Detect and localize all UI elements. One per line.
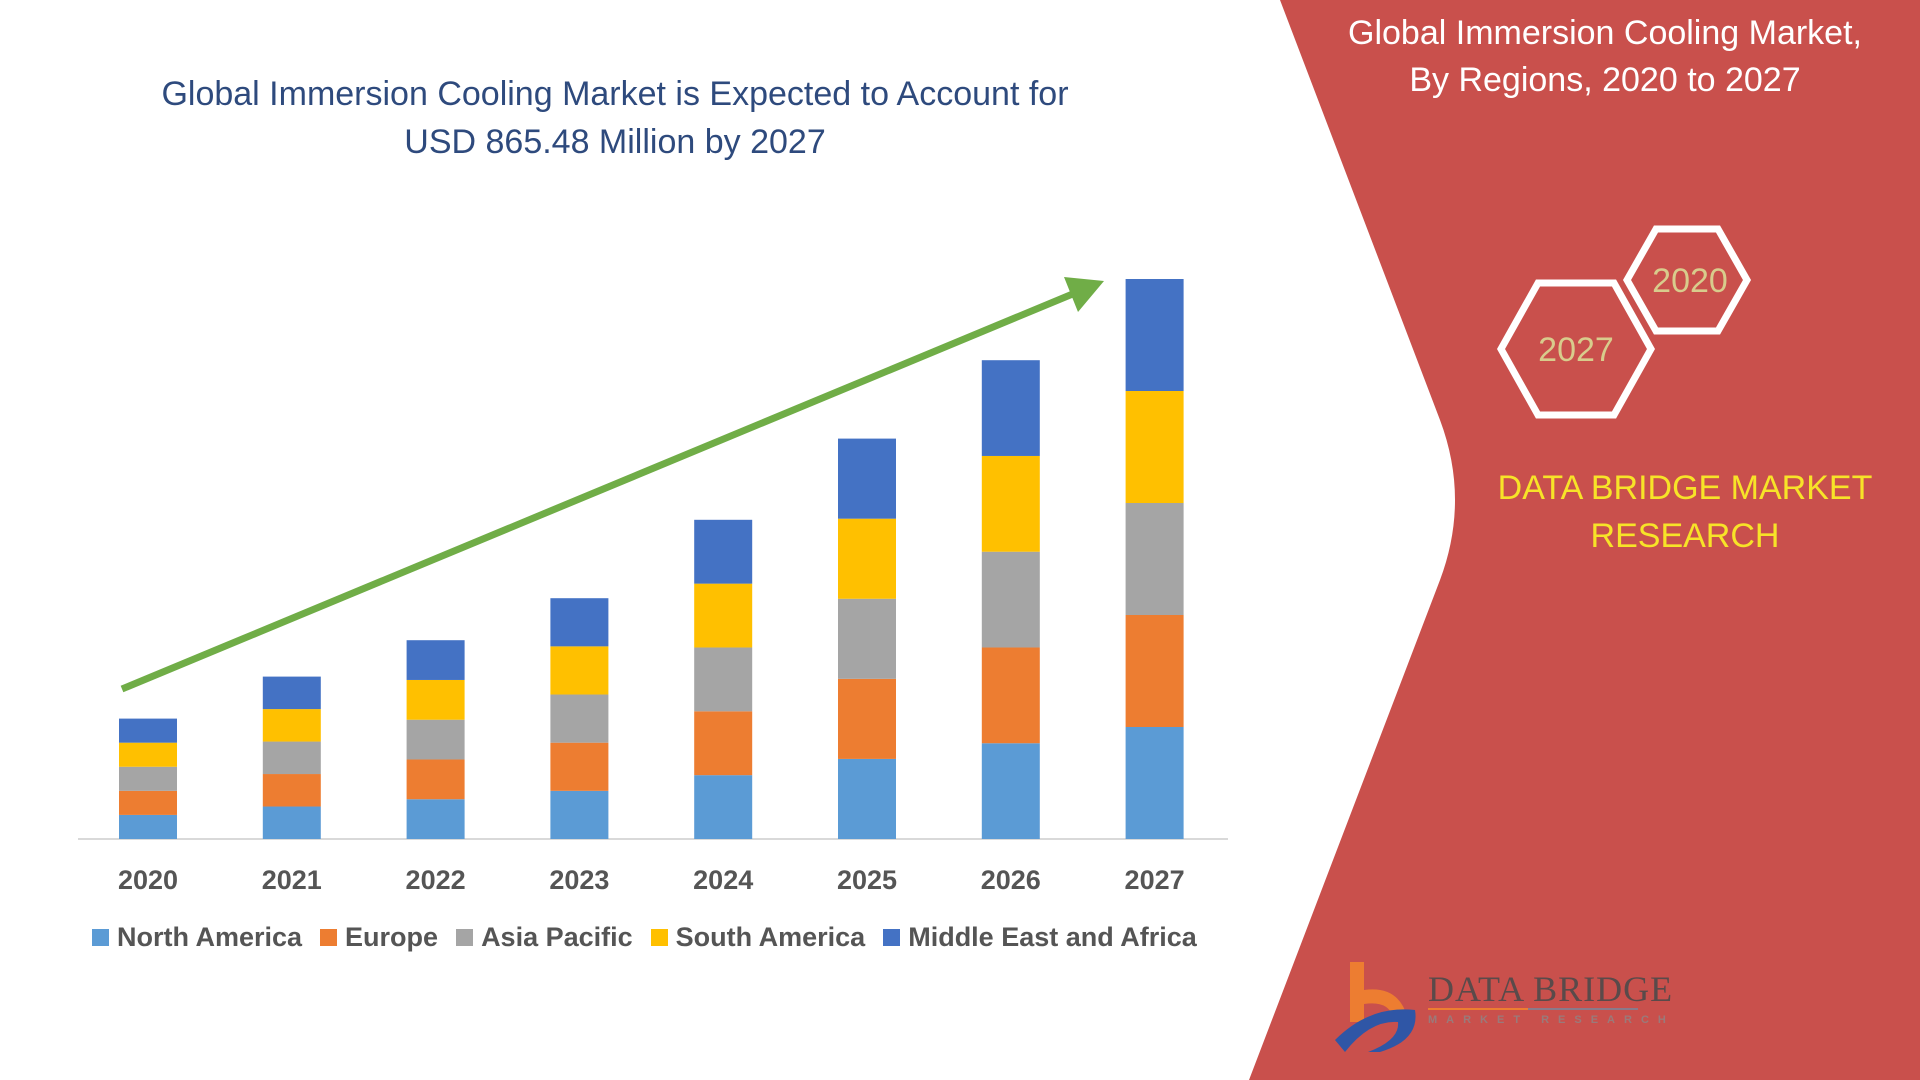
bar-segment [550,646,609,695]
legend-swatch [456,929,474,946]
bar-segment [262,709,321,742]
bar-segment [119,790,177,815]
bar-segment [838,438,896,519]
legend-swatch [92,929,109,946]
x-tick-label: 2026 [981,865,1041,895]
logo-subtitle: MARKET RESEARCH [1428,1014,1675,1026]
x-tick-label: 2021 [262,865,322,895]
bar-segment [406,640,465,680]
trend-arrow-head [1064,277,1104,312]
side-title-line: Global Immersion Cooling Market, [1348,14,1862,52]
bar-segment [406,679,465,720]
bar-segment [981,743,1040,839]
bar-segment [406,719,465,760]
bar-segment [262,806,321,839]
title-line: Global Immersion Cooling Market is Expec… [161,75,1069,113]
legend-label: Middle East and Africa [908,922,1197,952]
bar-segment [119,742,177,767]
bar-segment [1125,615,1184,727]
bar-segment [694,647,753,712]
bar-segment [694,519,753,584]
legend-item: North America [92,922,302,953]
legend-item: Middle East and Africa [883,922,1197,953]
legend-swatch [883,929,901,946]
side-title: Global Immersion Cooling Market, By Regi… [1310,10,1900,104]
x-tick-label: 2025 [837,865,897,895]
bar-segment [119,718,177,743]
bar-segment [1125,279,1184,391]
brand-line: RESEARCH [1590,517,1780,555]
legend-label: Asia Pacific [481,922,633,952]
bar-segment [262,676,321,710]
legend-item: Asia Pacific [456,922,633,953]
trend-arrow-line [120,289,1077,693]
legend-item: South America [650,922,866,953]
bar-segment [694,775,753,839]
bar-segment [119,766,177,791]
bar-segment [119,814,177,839]
bar-segment [981,360,1040,456]
bar-segment [838,518,896,599]
x-tick-label: 2024 [693,865,753,895]
bar-segment [262,741,321,775]
legend-swatch [650,929,668,946]
bar-segment [262,774,321,807]
red-side-panel [1249,0,1920,1080]
bar-segment [1125,391,1184,503]
bar-segment [838,678,896,759]
bar-segment [550,694,609,743]
bar-segment [694,583,753,648]
chart-legend: North America Europe Asia Pacific South Ame… [92,922,1197,953]
x-tick-label: 2020 [118,865,178,895]
logo-name: DATA BRIDGE [1428,969,1674,1009]
bar-segment [1125,727,1184,839]
brand-line: DATA BRIDGE MARKET [1497,469,1873,507]
legend-label: Europe [345,922,439,952]
brand-text: DATA BRIDGE MARKET RESEARCH [1450,464,1920,560]
bar-segment [981,551,1040,648]
bar-segment [981,647,1040,744]
bar-segment [838,758,896,839]
title-line: USD 865.48 Million by 2027 [404,123,826,161]
legend-swatch [320,929,338,946]
bar-segment [550,742,609,791]
x-tick-label: 2023 [549,865,609,895]
x-tick-label: 2027 [1125,865,1185,895]
logo-icon [1335,962,1638,1052]
bar-segment [1125,503,1184,615]
chart-title: Global Immersion Cooling Market is Expec… [60,70,1170,166]
hexagon-2020-label: 2020 [1652,262,1728,300]
bar-segment [406,799,465,839]
side-title-line: By Regions, 2020 to 2027 [1409,61,1801,99]
bar-segment [550,598,609,647]
legend-item: Europe [320,922,438,953]
hexagon-2027 [1496,279,1656,419]
bar-segment [406,759,465,800]
hexagon-2027-label: 2027 [1538,331,1614,369]
x-tick-label: 2022 [406,865,466,895]
bar-segment [981,455,1040,552]
legend-label: North America [117,922,303,952]
bar-segment [838,598,896,679]
bar-segment [694,711,753,776]
legend-label: South America [675,922,866,952]
bar-segment [550,790,609,839]
hexagon-2020 [1622,225,1752,335]
